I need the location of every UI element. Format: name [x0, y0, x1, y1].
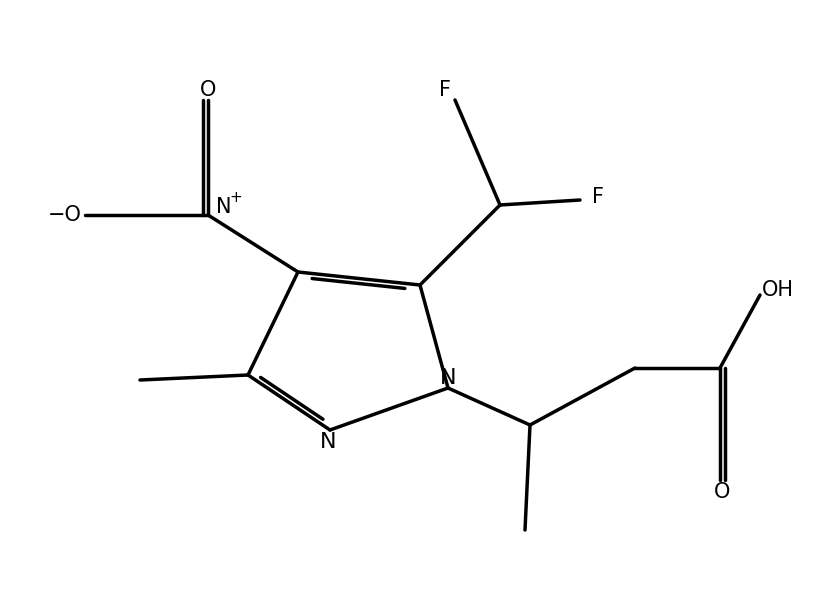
Text: O: O: [714, 482, 731, 502]
Text: F: F: [592, 187, 604, 207]
Text: F: F: [439, 80, 451, 100]
Text: N: N: [440, 368, 456, 388]
Text: OH: OH: [762, 280, 794, 300]
Text: O: O: [200, 80, 216, 100]
Text: +: +: [229, 190, 243, 204]
Text: −O: −O: [48, 205, 82, 225]
Text: N: N: [216, 197, 232, 217]
Text: N: N: [319, 432, 336, 452]
